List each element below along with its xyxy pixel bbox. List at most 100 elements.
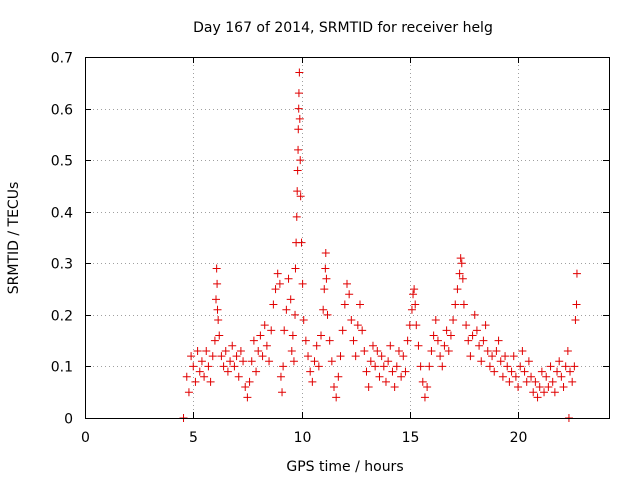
y-tick-label: 0.6 <box>51 103 73 119</box>
data-point <box>294 89 303 98</box>
data-point <box>411 300 420 309</box>
data-point <box>455 269 464 278</box>
data-point <box>360 346 369 355</box>
data-point <box>308 377 317 386</box>
data-point <box>195 367 204 376</box>
data-point <box>256 331 265 340</box>
data-point <box>516 362 525 371</box>
data-point <box>215 331 224 340</box>
data-point <box>276 372 285 381</box>
data-point <box>294 145 303 154</box>
data-point <box>258 352 267 361</box>
data-point <box>399 352 408 361</box>
data-point <box>470 310 479 319</box>
x-tick-label: 10 <box>294 430 312 446</box>
data-point <box>282 305 291 314</box>
y-tick-label: 0.3 <box>51 257 73 273</box>
data-point <box>332 393 341 402</box>
data-point <box>533 393 542 402</box>
y-axis-label: SRMTID / TECUs <box>6 182 22 295</box>
data-point <box>418 377 427 386</box>
data-point <box>191 377 200 386</box>
data-point <box>472 326 481 335</box>
data-point <box>289 357 298 366</box>
data-point <box>431 316 440 325</box>
data-point <box>522 377 531 386</box>
data-point <box>479 336 488 345</box>
data-point <box>420 393 429 402</box>
data-point <box>458 274 467 283</box>
data-point <box>291 264 300 273</box>
data-point <box>401 367 410 376</box>
data-point <box>247 357 256 366</box>
data-point <box>555 357 564 366</box>
data-point <box>217 352 226 361</box>
data-point <box>386 341 395 350</box>
data-point <box>451 300 460 309</box>
data-point <box>296 192 305 201</box>
data-point <box>295 114 304 123</box>
data-point <box>330 383 339 392</box>
data-point <box>410 285 419 294</box>
data-point <box>524 357 533 366</box>
data-point <box>468 331 477 340</box>
data-point <box>297 238 306 247</box>
data-point <box>416 362 425 371</box>
x-tick-label: 20 <box>510 430 528 446</box>
data-point <box>457 259 466 268</box>
data-point <box>542 372 551 381</box>
data-point <box>295 68 304 77</box>
data-point <box>353 321 362 330</box>
data-point <box>338 326 347 335</box>
data-point <box>507 367 516 376</box>
data-point <box>299 316 308 325</box>
data-point <box>494 336 503 345</box>
data-point <box>535 383 544 392</box>
data-point <box>184 388 193 397</box>
data-point <box>269 300 278 309</box>
data-point <box>287 346 296 355</box>
data-point <box>544 383 553 392</box>
data-point <box>423 383 432 392</box>
data-point <box>214 316 223 325</box>
data-point <box>230 362 239 371</box>
data-point <box>304 352 313 361</box>
data-point <box>291 310 300 319</box>
data-point <box>343 279 351 288</box>
data-point <box>368 341 377 350</box>
data-point <box>453 285 462 294</box>
data-point <box>394 346 403 355</box>
data-point <box>483 346 492 355</box>
data-point <box>223 367 232 376</box>
y-tick-label: 0 <box>64 412 73 428</box>
x-tick-label: 5 <box>189 430 198 446</box>
data-point <box>317 331 326 340</box>
data-point <box>477 357 486 366</box>
data-point <box>464 336 473 345</box>
data-point <box>362 367 371 376</box>
data-point <box>249 336 258 345</box>
data-point <box>397 372 406 381</box>
data-point <box>212 295 220 304</box>
data-point <box>566 367 575 376</box>
data-point <box>529 388 538 397</box>
data-point <box>442 326 451 335</box>
data-point <box>449 316 458 325</box>
data-point <box>518 346 527 355</box>
data-point <box>379 362 388 371</box>
grid-lines <box>85 57 609 418</box>
data-point <box>436 352 445 361</box>
x-axis-label: GPS time / hours <box>286 459 403 475</box>
data-point <box>271 285 280 294</box>
data-point <box>527 372 536 381</box>
data-point <box>501 352 510 361</box>
data-point <box>236 346 245 355</box>
data-point <box>221 346 230 355</box>
data-point <box>559 383 568 392</box>
data-point <box>279 362 288 371</box>
data-point <box>292 212 301 221</box>
data-points <box>179 68 581 422</box>
data-point <box>234 372 243 381</box>
data-point <box>440 341 449 350</box>
